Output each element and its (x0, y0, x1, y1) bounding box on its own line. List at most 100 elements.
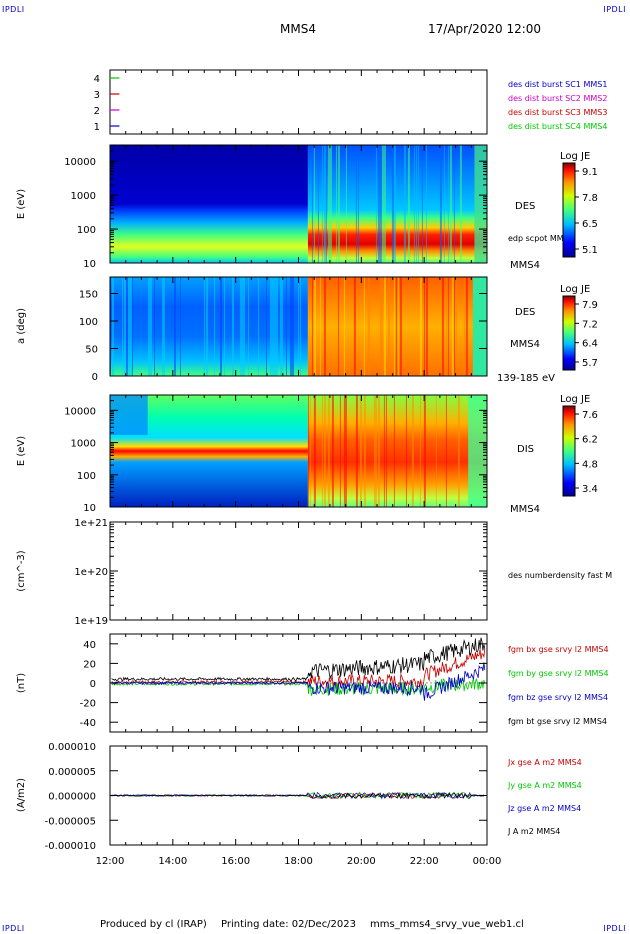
spectrogram-stripe-pitch-angle-pre (150, 277, 152, 376)
footer-produced-by: Produced by cl (IRAP) (100, 919, 207, 930)
time-axis-label: 00:00 (473, 856, 502, 867)
spectrogram-stripe-ion-energy (411, 395, 414, 507)
spectrogram-stripe-electron-energy (327, 145, 330, 263)
spectrogram-stripe-electron-energy (415, 145, 417, 263)
spectrogram-stripe-pitch-angle-pre (266, 277, 267, 376)
time-axis-label: 16:00 (221, 856, 250, 867)
spectrogram-stripe-pitch-angle (387, 277, 390, 376)
spectrogram-stripe-electron-energy (355, 145, 357, 263)
colorbar-title-pitch-angle: Log JE (560, 284, 590, 295)
spectrogram-stripe-electron-energy (325, 145, 327, 263)
colorbar-label-electron-energy: 9.1 (582, 167, 598, 178)
spectrogram-stripe-pitch-angle-pre (280, 277, 282, 376)
ion-spectrogram-post (307, 395, 487, 507)
spectrogram-stripe-ion-energy (345, 395, 347, 507)
datetime-title: 17/Apr/2020 12:00 (428, 22, 542, 36)
spectrogram-stripe-electron-energy (335, 145, 337, 263)
spectrogram-stripe-electron-energy (391, 145, 394, 263)
spectrogram-stripe-pitch-angle-pre (124, 277, 126, 376)
spectrogram-stripe-pitch-angle-pre (164, 277, 165, 376)
ion-energy-ytick-label: 10000 (64, 406, 96, 417)
spectrogram-stripe-pitch-angle-pre (300, 277, 301, 376)
electron-energy-ylabel: E (eV) (16, 189, 27, 219)
spectrogram-stripe-pitch-angle (465, 277, 468, 376)
spectrogram-stripe-pitch-angle-pre (206, 277, 208, 376)
corner-mark-bottom-left: IPDLI (2, 924, 25, 933)
spectrogram-stripe-pitch-angle-pre (154, 277, 155, 376)
electron-energy-ytick-label: 1000 (71, 191, 96, 202)
spectrogram-stripe-pitch-angle-pre (174, 277, 176, 376)
electron-energy-label-des: DES (515, 201, 535, 212)
bfield-series-3 (111, 662, 486, 701)
spectrogram-stripe-electron-energy (383, 145, 386, 263)
current-series-label-4: J A m2 MMS4 (507, 827, 560, 836)
ion-energy-ytick-label: 10 (83, 503, 96, 514)
ion-energy-ytick-label: 100 (77, 471, 96, 482)
spectrogram-stripe-electron-energy (417, 145, 419, 263)
spectrogram-stripe-ion-energy (435, 395, 437, 507)
spectrogram-stripe-electron-energy (379, 145, 382, 263)
burst-panel-frame (109, 69, 488, 135)
pitch-angle-label-range: 139-185 eV (497, 373, 555, 384)
spectrogram-stripe-pitch-angle (383, 277, 386, 376)
pitch-angle-ytick-label: 50 (85, 345, 98, 356)
spectrogram-stripe-electron-energy (317, 145, 319, 263)
colorbar-label-electron-energy: 6.5 (582, 219, 598, 230)
spectrogram-stripe-pitch-angle-pre (270, 277, 272, 376)
spectrogram-stripe-pitch-angle-pre (148, 277, 150, 376)
pitch-angle-end (472, 277, 487, 376)
spectrogram-stripe-pitch-angle (399, 277, 402, 376)
current-ytick-label: -0.000010 (45, 841, 96, 852)
spectrogram-stripe-pitch-angle-pre (126, 277, 128, 376)
spectrogram-stripe-ion-energy (373, 395, 376, 507)
spectrogram-stripe-ion-energy (339, 395, 341, 507)
ion-energy-ylabel: E (eV) (16, 436, 27, 466)
spectrogram-stripe-ion-energy (383, 395, 385, 507)
spectrogram-stripe-electron-energy (425, 145, 427, 263)
bfield-ytick-label: -20 (80, 699, 96, 710)
electron-energy-ytick-label: 10 (83, 259, 96, 270)
colorbar-pitch-angle (562, 295, 576, 371)
ion-spectrogram-end (468, 395, 487, 507)
spectrogram-stripe-electron-energy (439, 145, 442, 263)
spectrogram-stripe-electron-energy (313, 145, 315, 263)
spectrogram-stripe-pitch-angle (395, 277, 397, 376)
bfield-ylabel: (nT) (16, 673, 27, 693)
ion-spectrogram-pre-block (110, 395, 148, 435)
pitch-angle-ytick-label: 100 (79, 317, 98, 328)
spectrogram-stripe-electron-energy (337, 145, 340, 263)
colorbar-title-ion-energy: Log JE (560, 394, 590, 405)
density-frame (109, 521, 488, 621)
bfield-ytick-label: 20 (83, 659, 96, 670)
spectrogram-stripe-pitch-angle-pre (112, 277, 114, 376)
spectrogram-stripe-pitch-angle-pre (224, 277, 225, 376)
spectrogram-stripe-electron-energy (357, 145, 359, 263)
spectrogram-stripe-electron-energy (381, 145, 384, 263)
pitch-angle-post (307, 277, 487, 376)
spectrogram-stripe-ion-energy (457, 395, 460, 507)
spectrogram-stripe-pitch-angle-pre (162, 277, 164, 376)
spectrogram-stripe-pitch-angle (353, 277, 356, 376)
time-axis-label: 22:00 (410, 856, 439, 867)
spectrogram-stripe-pitch-angle (451, 277, 454, 376)
colorbar-label-pitch-angle: 6.4 (582, 339, 598, 350)
ion-energy-label-sc: MMS4 (510, 504, 540, 515)
current-ytick-label: 0.000000 (48, 792, 96, 803)
spectrogram-stripe-pitch-angle-pre (298, 277, 299, 376)
spectrogram-stripe-pitch-angle (379, 277, 382, 376)
ion-energy-label-dis: DIS (517, 444, 534, 455)
current-series-label-1: Jx gse A m2 MMS4 (507, 758, 582, 767)
pitch-angle-ytick-label: 150 (79, 290, 98, 301)
spectrogram-stripe-pitch-angle (343, 277, 345, 376)
density-ytick-label: 1e+19 (74, 616, 108, 627)
density-ylabel: (cm^-3) (16, 550, 27, 591)
burst-ytick-label: 4 (94, 74, 100, 85)
spectrogram-stripe-pitch-angle-pre (204, 277, 205, 376)
spectrogram-stripe-ion-energy (445, 395, 447, 507)
spectrogram-stripe-pitch-angle (419, 277, 422, 376)
spectrogram-stripe-electron-energy (323, 145, 326, 263)
spectrogram-stripe-pitch-angle (393, 277, 395, 376)
spectrogram-stripe-electron-energy (377, 145, 380, 263)
spectrogram-stripe-ion-energy (375, 395, 377, 507)
spectrogram-stripe-pitch-angle-pre (130, 277, 132, 376)
